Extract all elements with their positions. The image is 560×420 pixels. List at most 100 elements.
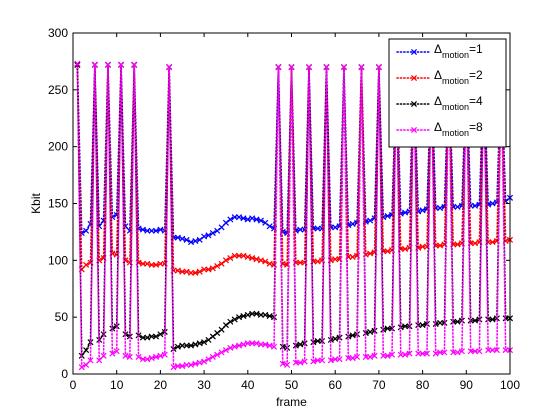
data-point: [187, 342, 195, 349]
data-point: [131, 61, 138, 68]
series-line: [76, 64, 511, 359]
data-point: [388, 325, 396, 332]
data-point: [384, 325, 391, 332]
data-point: [454, 349, 461, 356]
data-point: [153, 353, 160, 360]
data-point: [240, 341, 247, 348]
legend-label: Δmotion=4: [434, 94, 483, 112]
data-point: [139, 356, 146, 363]
x-tick-label: 90: [460, 378, 474, 392]
data-point: [139, 334, 146, 341]
x-tick-label: 60: [329, 378, 343, 392]
data-point: [406, 323, 413, 330]
legend-label-suffix: =1: [469, 42, 483, 56]
data-point: [332, 356, 339, 363]
data-point: [192, 269, 199, 276]
data-point: [104, 61, 111, 68]
legend-marker: [410, 100, 418, 108]
data-point: [380, 326, 387, 333]
legend-box: [388, 38, 507, 148]
data-point: [467, 348, 474, 355]
data-point: [349, 332, 356, 339]
legend-label-sub: motion: [442, 128, 469, 138]
data-point: [183, 342, 190, 349]
data-point: [170, 364, 177, 371]
data-point: [419, 350, 426, 357]
data-point: [179, 235, 186, 242]
data-point: [397, 351, 404, 358]
data-point: [402, 323, 409, 330]
data-point: [367, 217, 374, 224]
data-point: [297, 359, 304, 366]
data-point: [332, 224, 339, 231]
data-point: [139, 226, 146, 233]
data-point: [402, 245, 409, 252]
data-point: [148, 333, 155, 340]
data-point: [367, 353, 374, 360]
data-point: [406, 350, 413, 357]
data-point: [257, 341, 264, 348]
data-point: [74, 60, 81, 67]
data-point: [314, 258, 321, 265]
data-point: [205, 266, 212, 273]
data-point: [437, 242, 444, 249]
data-point: [244, 216, 251, 223]
data-point: [179, 342, 186, 349]
x-tick-label: 100: [500, 378, 520, 392]
data-point: [375, 64, 382, 71]
data-point: [349, 220, 356, 227]
data-point: [100, 352, 107, 359]
data-point: [314, 338, 321, 345]
data-point: [262, 219, 269, 226]
data-point: [227, 255, 234, 262]
legend-label-main: Δ: [434, 68, 442, 82]
y-tick-label: 50: [55, 310, 69, 324]
data-point: [257, 217, 264, 224]
y-tick-label: 200: [48, 140, 68, 154]
data-point: [179, 268, 186, 275]
legend-item: Δmotion=1: [396, 42, 483, 60]
data-point: [222, 219, 229, 226]
data-point: [262, 311, 269, 318]
data-point: [262, 258, 269, 265]
x-tick-label: 40: [241, 378, 255, 392]
data-point: [476, 348, 483, 355]
data-point: [249, 215, 256, 222]
data-point: [336, 356, 343, 363]
data-point: [292, 259, 299, 266]
legend-label: Δmotion=2: [434, 68, 483, 86]
data-point: [244, 311, 251, 318]
data-point: [148, 355, 155, 362]
data-point: [109, 350, 116, 357]
data-point: [192, 360, 199, 367]
data-point: [240, 313, 247, 320]
data-point: [288, 64, 295, 71]
data-point: [249, 310, 256, 317]
y-tick-label: 150: [48, 197, 68, 211]
data-point: [284, 361, 291, 368]
data-point: [153, 227, 160, 234]
data-point: [349, 253, 356, 260]
data-point: [314, 357, 321, 364]
data-point: [174, 234, 181, 241]
data-point: [144, 227, 151, 234]
data-point: [489, 200, 496, 207]
data-point: [489, 239, 496, 246]
data-point: [345, 355, 352, 362]
data-point: [367, 250, 374, 257]
data-point: [441, 349, 448, 356]
data-point: [161, 351, 168, 358]
x-tick-label: 30: [197, 378, 211, 392]
data-point: [384, 212, 391, 220]
data-point: [240, 252, 247, 259]
data-point: [236, 252, 243, 259]
data-point: [314, 225, 321, 232]
data-point: [310, 358, 317, 365]
data-point: [279, 360, 286, 367]
data-point: [144, 356, 151, 363]
data-point: [157, 226, 164, 233]
data-point: [214, 330, 221, 337]
data-point: [371, 352, 378, 359]
data-point: [257, 311, 264, 318]
data-point: [244, 340, 251, 347]
